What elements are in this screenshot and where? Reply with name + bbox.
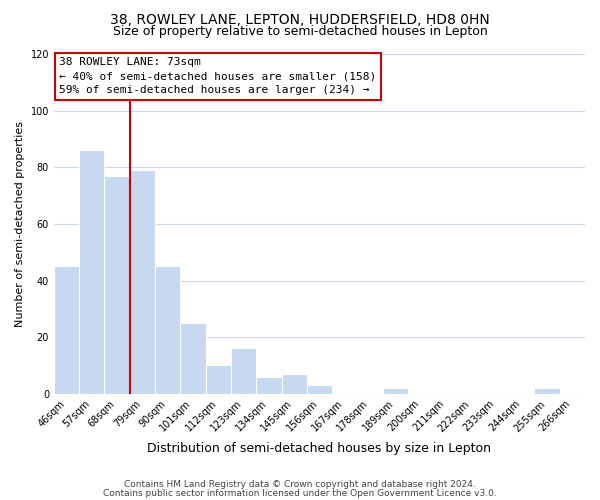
Bar [104,176,130,394]
Bar [54,266,79,394]
Y-axis label: Number of semi-detached properties: Number of semi-detached properties [15,121,25,327]
Text: 38 ROWLEY LANE: 73sqm
← 40% of semi-detached houses are smaller (158)
59% of sem: 38 ROWLEY LANE: 73sqm ← 40% of semi-deta… [59,58,376,96]
Bar [130,170,155,394]
Bar [79,150,104,394]
Bar [155,266,181,394]
Bar [307,386,332,394]
Bar [256,377,281,394]
Text: Contains public sector information licensed under the Open Government Licence v3: Contains public sector information licen… [103,488,497,498]
Bar [206,366,231,394]
Bar [383,388,408,394]
X-axis label: Distribution of semi-detached houses by size in Lepton: Distribution of semi-detached houses by … [148,442,491,455]
Text: Size of property relative to semi-detached houses in Lepton: Size of property relative to semi-detach… [113,25,487,38]
Bar [231,348,256,394]
Bar [535,388,560,394]
Bar [281,374,307,394]
Text: 38, ROWLEY LANE, LEPTON, HUDDERSFIELD, HD8 0HN: 38, ROWLEY LANE, LEPTON, HUDDERSFIELD, H… [110,12,490,26]
Text: Contains HM Land Registry data © Crown copyright and database right 2024.: Contains HM Land Registry data © Crown c… [124,480,476,489]
Bar [181,323,206,394]
